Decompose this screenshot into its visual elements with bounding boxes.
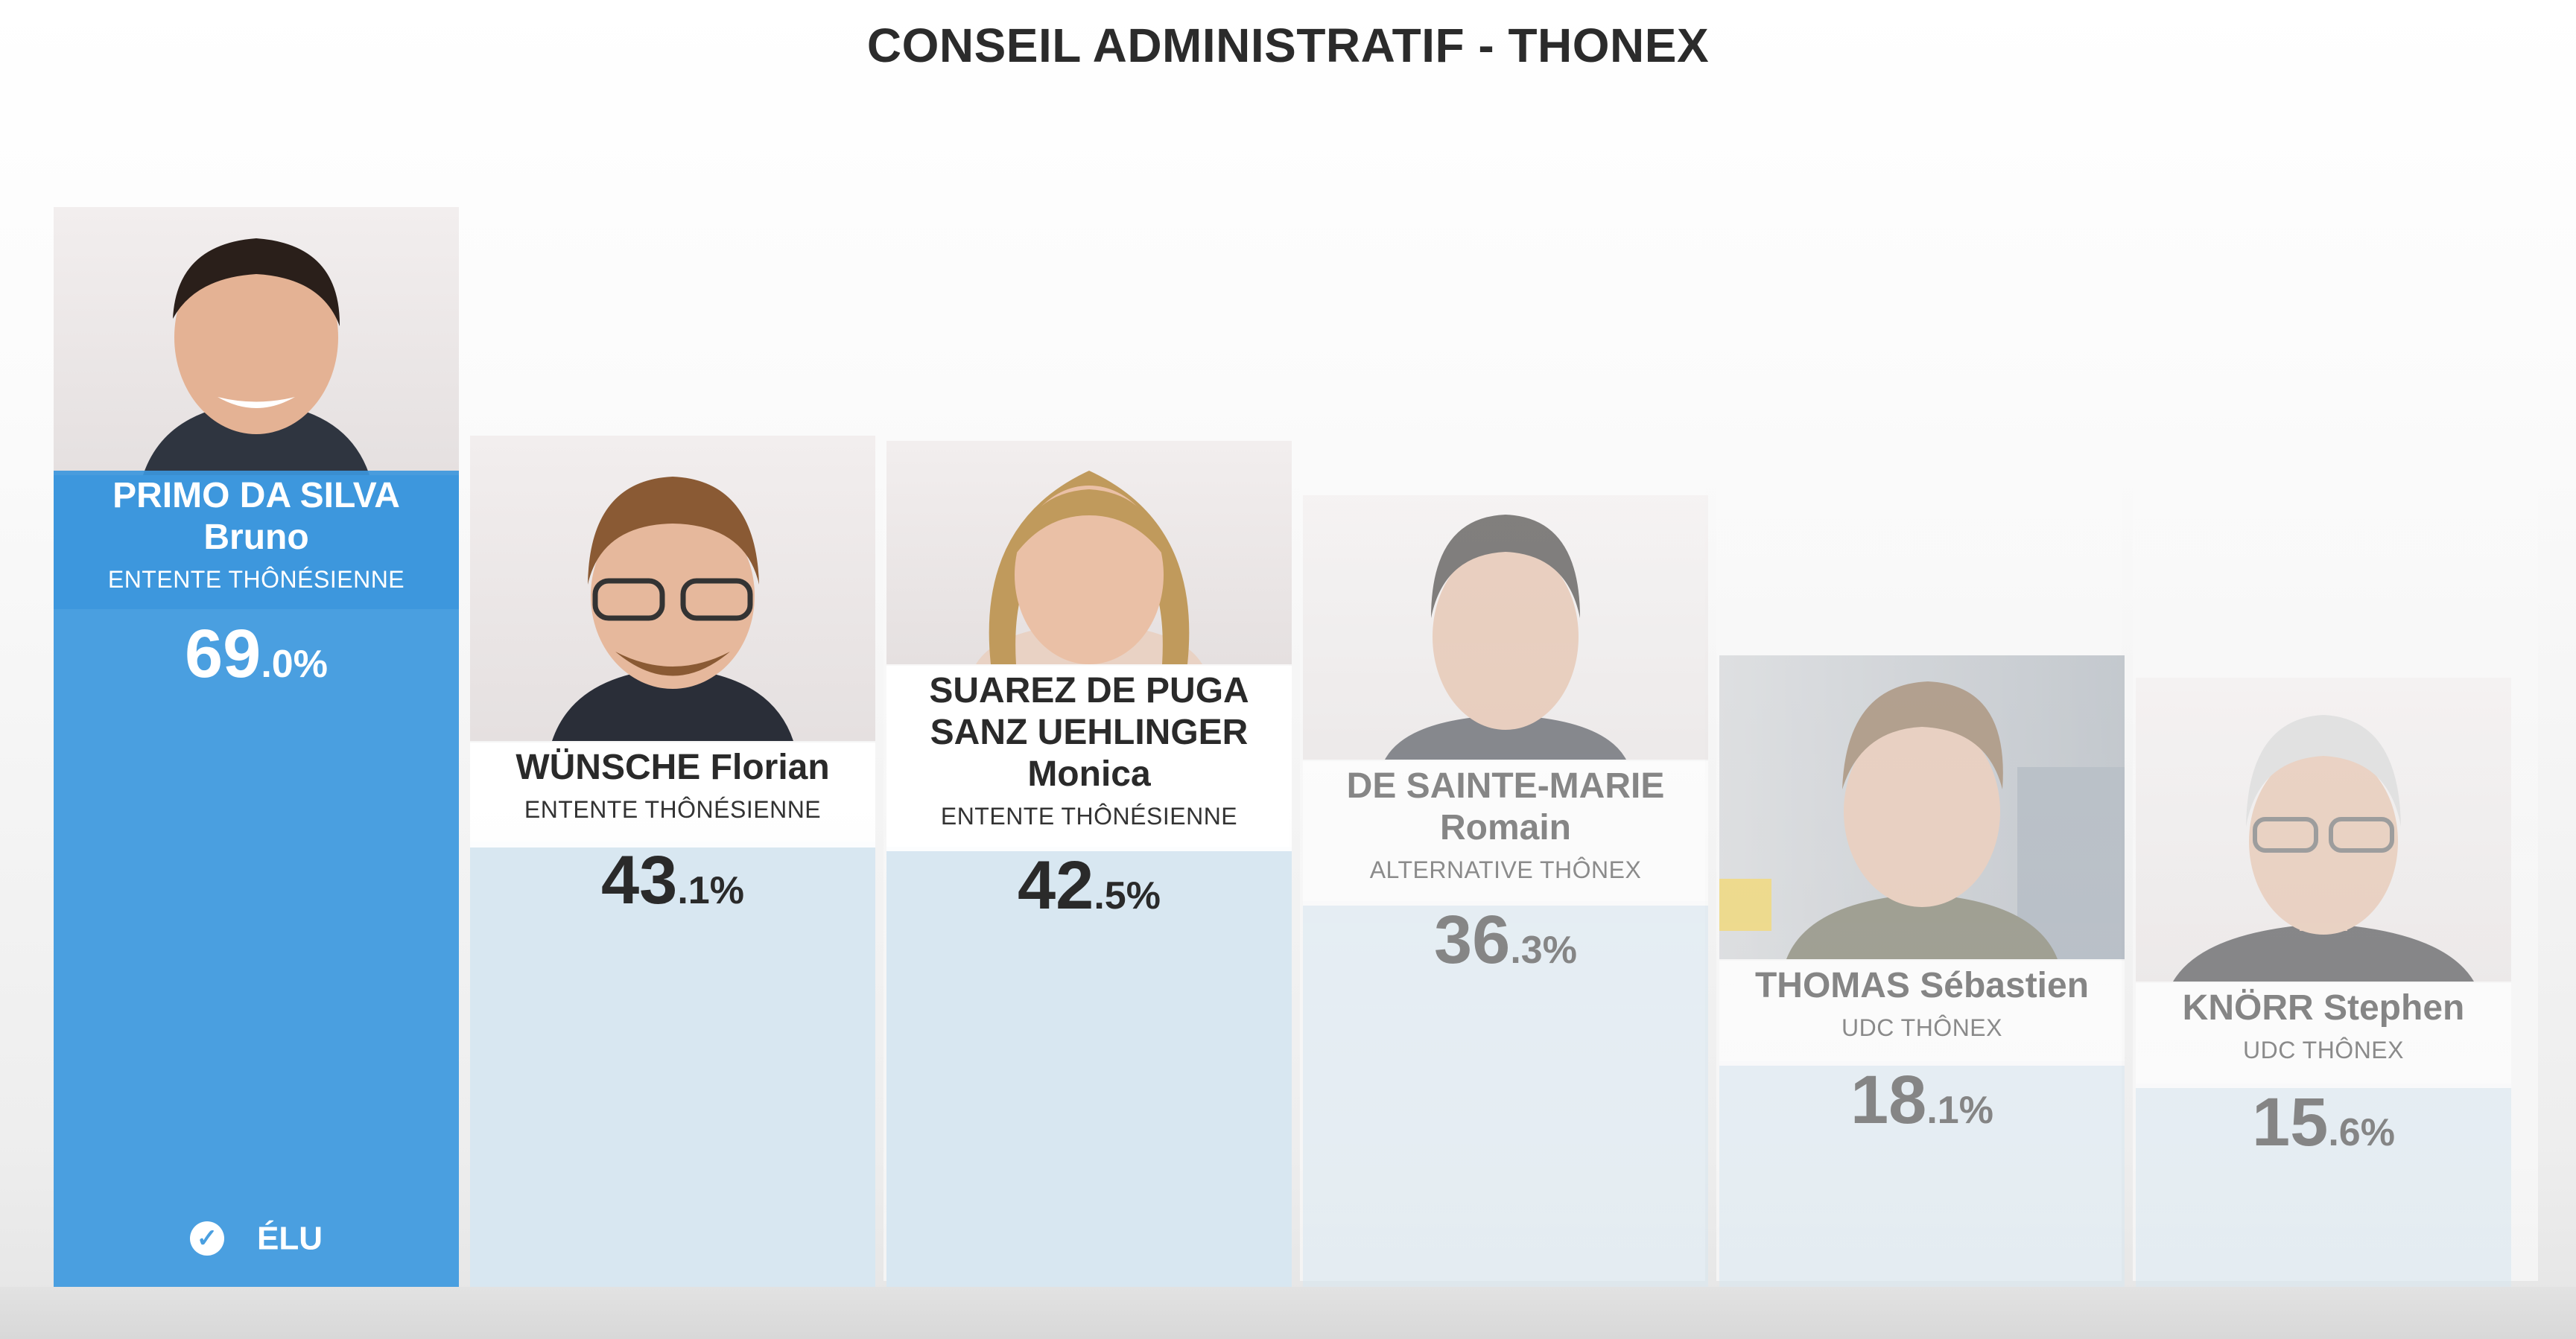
- percentage-label: 42.5%: [886, 847, 1292, 925]
- candidate-party: ENTENTE THÔNÉSIENNE: [940, 803, 1238, 830]
- bar-mark: [1303, 901, 1708, 1287]
- candidate-firstname: Romain: [1439, 808, 1571, 847]
- candidate-label: WÜNSCHE Florian ENTENTE THÔNÉSIENNE: [470, 742, 875, 847]
- candidate-label: THOMAS Sébastien UDC THÔNEX: [1719, 961, 2125, 1066]
- candidate-label: DE SAINTE-MARIE Romain ALTERNATIVE THÔNE…: [1303, 761, 1708, 906]
- portrait-photo: [470, 436, 875, 741]
- percentage-label: 36.3%: [1303, 901, 1708, 979]
- candidate-label: KNÖRR Stephen UDC THÔNEX: [2136, 983, 2511, 1088]
- percentage-label: 43.1%: [470, 842, 875, 920]
- candidate-name: DE SAINTE-MARIE: [1346, 766, 1665, 806]
- candidate-name: KNÖRR Stephen: [2182, 988, 2465, 1028]
- candidate-column: PRIMO DA SILVA Bruno ENTENTE THÔNÉSIENNE…: [54, 207, 459, 1287]
- candidate-column: THOMAS Sébastien UDC THÔNEX 18.1%: [1719, 655, 2125, 1287]
- candidate-party: UDC THÔNEX: [1841, 1014, 2002, 1041]
- candidate-party: ALTERNATIVE THÔNEX: [1369, 856, 1642, 883]
- candidate-name: SUAREZ DE PUGA: [929, 671, 1249, 710]
- candidate-label: PRIMO DA SILVA Bruno ENTENTE THÔNÉSIENNE: [54, 471, 459, 609]
- portrait-photo: [2136, 678, 2511, 982]
- candidate-column: WÜNSCHE Florian ENTENTE THÔNÉSIENNE 43.1…: [470, 436, 875, 1287]
- candidate-name: WÜNSCHE Florian: [515, 748, 830, 787]
- percentage-integer: 42: [1018, 847, 1094, 923]
- percentage-integer: 18: [1850, 1062, 1927, 1138]
- percentage-integer: 43: [601, 842, 678, 918]
- chart-title: CONSEIL ADMINISTRATIF - THONEX: [866, 19, 1710, 72]
- bar-mark: [886, 847, 1292, 1287]
- percentage-label: 18.1%: [1719, 1061, 2125, 1139]
- bottom-band: [0, 1287, 2576, 1339]
- candidate-column: DE SAINTE-MARIE Romain ALTERNATIVE THÔNE…: [1303, 495, 1708, 1287]
- candidate-name: PRIMO DA SILVA: [112, 476, 400, 515]
- portrait-photo: [54, 207, 459, 475]
- candidate-label: SUAREZ DE PUGA SANZ UEHLINGER Monica ENT…: [886, 666, 1292, 851]
- percentage-integer: 69: [185, 616, 261, 692]
- portrait-photo: [1719, 655, 2125, 959]
- candidate-firstname: Monica: [1027, 754, 1151, 794]
- bar-mark: [1719, 1061, 2125, 1287]
- portrait-photo: [1303, 495, 1708, 760]
- percentage-label: 15.6%: [2136, 1084, 2511, 1162]
- percentage-decimal: .1%: [1926, 1089, 1993, 1132]
- candidate-firstname: Bruno: [203, 518, 309, 557]
- bar-mark: [470, 842, 875, 1287]
- candidate-name-line-2: SANZ UEHLINGER: [930, 713, 1249, 752]
- percentage-decimal: .5%: [1094, 874, 1161, 917]
- percentage-decimal: .0%: [261, 643, 328, 686]
- percentage-label: 69.0%: [54, 615, 459, 693]
- portrait-photo: [886, 441, 1292, 664]
- check-icon: ✓: [190, 1221, 224, 1256]
- percentage-decimal: .6%: [2328, 1111, 2395, 1154]
- candidate-column: KNÖRR Stephen UDC THÔNEX 15.6%: [2136, 678, 2511, 1287]
- candidate-name: THOMAS Sébastien: [1754, 966, 2090, 1005]
- candidate-party: UDC THÔNEX: [2243, 1037, 2404, 1063]
- bar-mark: [2136, 1084, 2511, 1287]
- elected-indicator: ✓ ÉLU: [54, 1218, 459, 1257]
- elected-label: ÉLU: [257, 1220, 323, 1256]
- candidate-column: SUAREZ DE PUGA SANZ UEHLINGER Monica ENT…: [886, 441, 1292, 1287]
- percentage-decimal: .3%: [1510, 929, 1577, 972]
- percentage-decimal: .1%: [677, 869, 744, 912]
- percentage-integer: 36: [1434, 902, 1511, 978]
- candidate-party: ENTENTE THÔNÉSIENNE: [107, 566, 405, 593]
- percentage-integer: 15: [2252, 1084, 2329, 1160]
- candidate-party: ENTENTE THÔNÉSIENNE: [524, 796, 822, 823]
